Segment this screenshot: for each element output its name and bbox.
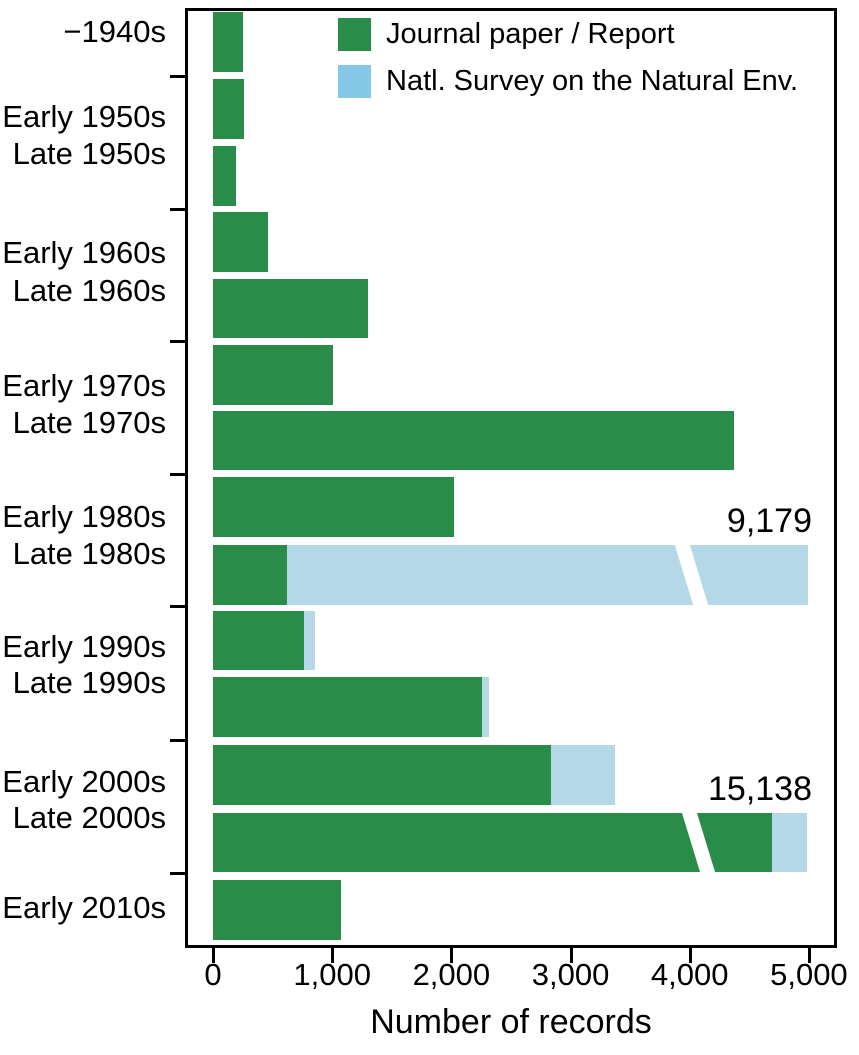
- x-axis-tick-label-0: 0: [204, 957, 222, 992]
- x-axis-title: Number of records: [370, 1003, 652, 1041]
- x-axis-tick-label-5000: 5,000: [770, 957, 848, 992]
- bar-early-1990s-survey: [303, 611, 316, 670]
- x-axis-tick-label-4000: 4,000: [650, 957, 729, 992]
- plot-area-border: [185, 8, 837, 948]
- y-axis-tick-1: [170, 208, 186, 211]
- x-axis-tick-0: [212, 948, 215, 963]
- bar-late-1990s-survey: [481, 677, 490, 737]
- bar-early-2000s-survey: [551, 745, 615, 805]
- x-axis-tick-label-1000: 1,000: [293, 957, 371, 992]
- legend-label-survey: Natl. Survey on the Natural Env.: [386, 65, 799, 97]
- y-axis-tick-6: [170, 872, 186, 875]
- legend-item-survey: Natl. Survey on the Natural Env.: [338, 65, 798, 98]
- category-label-late-1950s: Late 1950s: [12, 136, 166, 171]
- legend: Journal paper / Report Natl. Survey on t…: [338, 18, 798, 98]
- bar-late-2000s-journal: [213, 813, 772, 872]
- category-label-late-1960s: Late 1960s: [12, 273, 166, 308]
- bar-late-1980s-survey: [286, 545, 808, 605]
- category-label-1940s: −1940s: [63, 14, 166, 49]
- category-label-late-1990s: Late 1990s: [12, 665, 166, 700]
- bar-early-1980s-journal: [213, 477, 455, 537]
- category-label-early-1950s: Early 1950s: [2, 99, 166, 134]
- bar-early-2000s-journal: [213, 745, 552, 805]
- category-label-late-2000s: Late 2000s: [12, 800, 166, 835]
- bar-early-1970s-journal: [213, 345, 334, 405]
- y-axis-tick-2: [170, 340, 186, 343]
- category-label-late-1980s: Late 1980s: [12, 536, 166, 571]
- natl-survey-swatch-icon: [338, 65, 371, 98]
- bar-late-2000s-survey: [771, 813, 807, 872]
- category-label-early-1980s: Early 1980s: [2, 499, 166, 534]
- bar-late-1970s-journal: [213, 411, 734, 470]
- total-label-late-2000s: 15,138: [708, 770, 812, 808]
- legend-item-journal: Journal paper / Report: [338, 18, 798, 51]
- x-axis-tick-label-3000: 3,000: [531, 957, 610, 992]
- x-axis-tick-3000: [569, 948, 573, 963]
- y-axis-tick-5: [170, 739, 186, 742]
- bar-late-1950s-journal: [213, 146, 236, 206]
- category-label-early-2010s: Early 2010s: [2, 890, 166, 925]
- category-label-early-1990s: Early 1990s: [2, 629, 166, 664]
- bar-early-1990s-journal: [213, 611, 304, 670]
- x-axis-tick-4000: [688, 948, 692, 963]
- bar-1940s-journal: [213, 12, 244, 72]
- y-axis-tick-3: [170, 473, 186, 476]
- bar-late-1960s-journal: [213, 279, 368, 338]
- journal-paper-swatch-icon: [338, 18, 371, 51]
- total-label-late-1980s: 9,179: [726, 502, 812, 540]
- x-axis-tick-1000: [331, 948, 335, 963]
- x-axis-tick-5000: [807, 948, 811, 963]
- x-axis-tick-2000: [450, 948, 454, 963]
- category-label-early-1960s: Early 1960s: [2, 235, 166, 270]
- x-axis-tick-label-2000: 2,000: [412, 957, 491, 992]
- category-label-late-1970s: Late 1970s: [12, 405, 166, 440]
- legend-label-journal: Journal paper / Report: [386, 18, 675, 50]
- bar-late-1980s-journal: [213, 545, 287, 605]
- bar-early-2010s-journal: [213, 880, 341, 940]
- y-axis-tick-4: [170, 605, 186, 608]
- category-label-early-2000s: Early 2000s: [2, 764, 166, 799]
- bar-early-1960s-journal: [213, 212, 269, 272]
- category-label-early-1970s: Early 1970s: [2, 368, 166, 403]
- bar-late-1990s-journal: [213, 677, 482, 737]
- y-axis-tick-0: [170, 75, 186, 78]
- bar-early-1950s-journal: [213, 79, 244, 139]
